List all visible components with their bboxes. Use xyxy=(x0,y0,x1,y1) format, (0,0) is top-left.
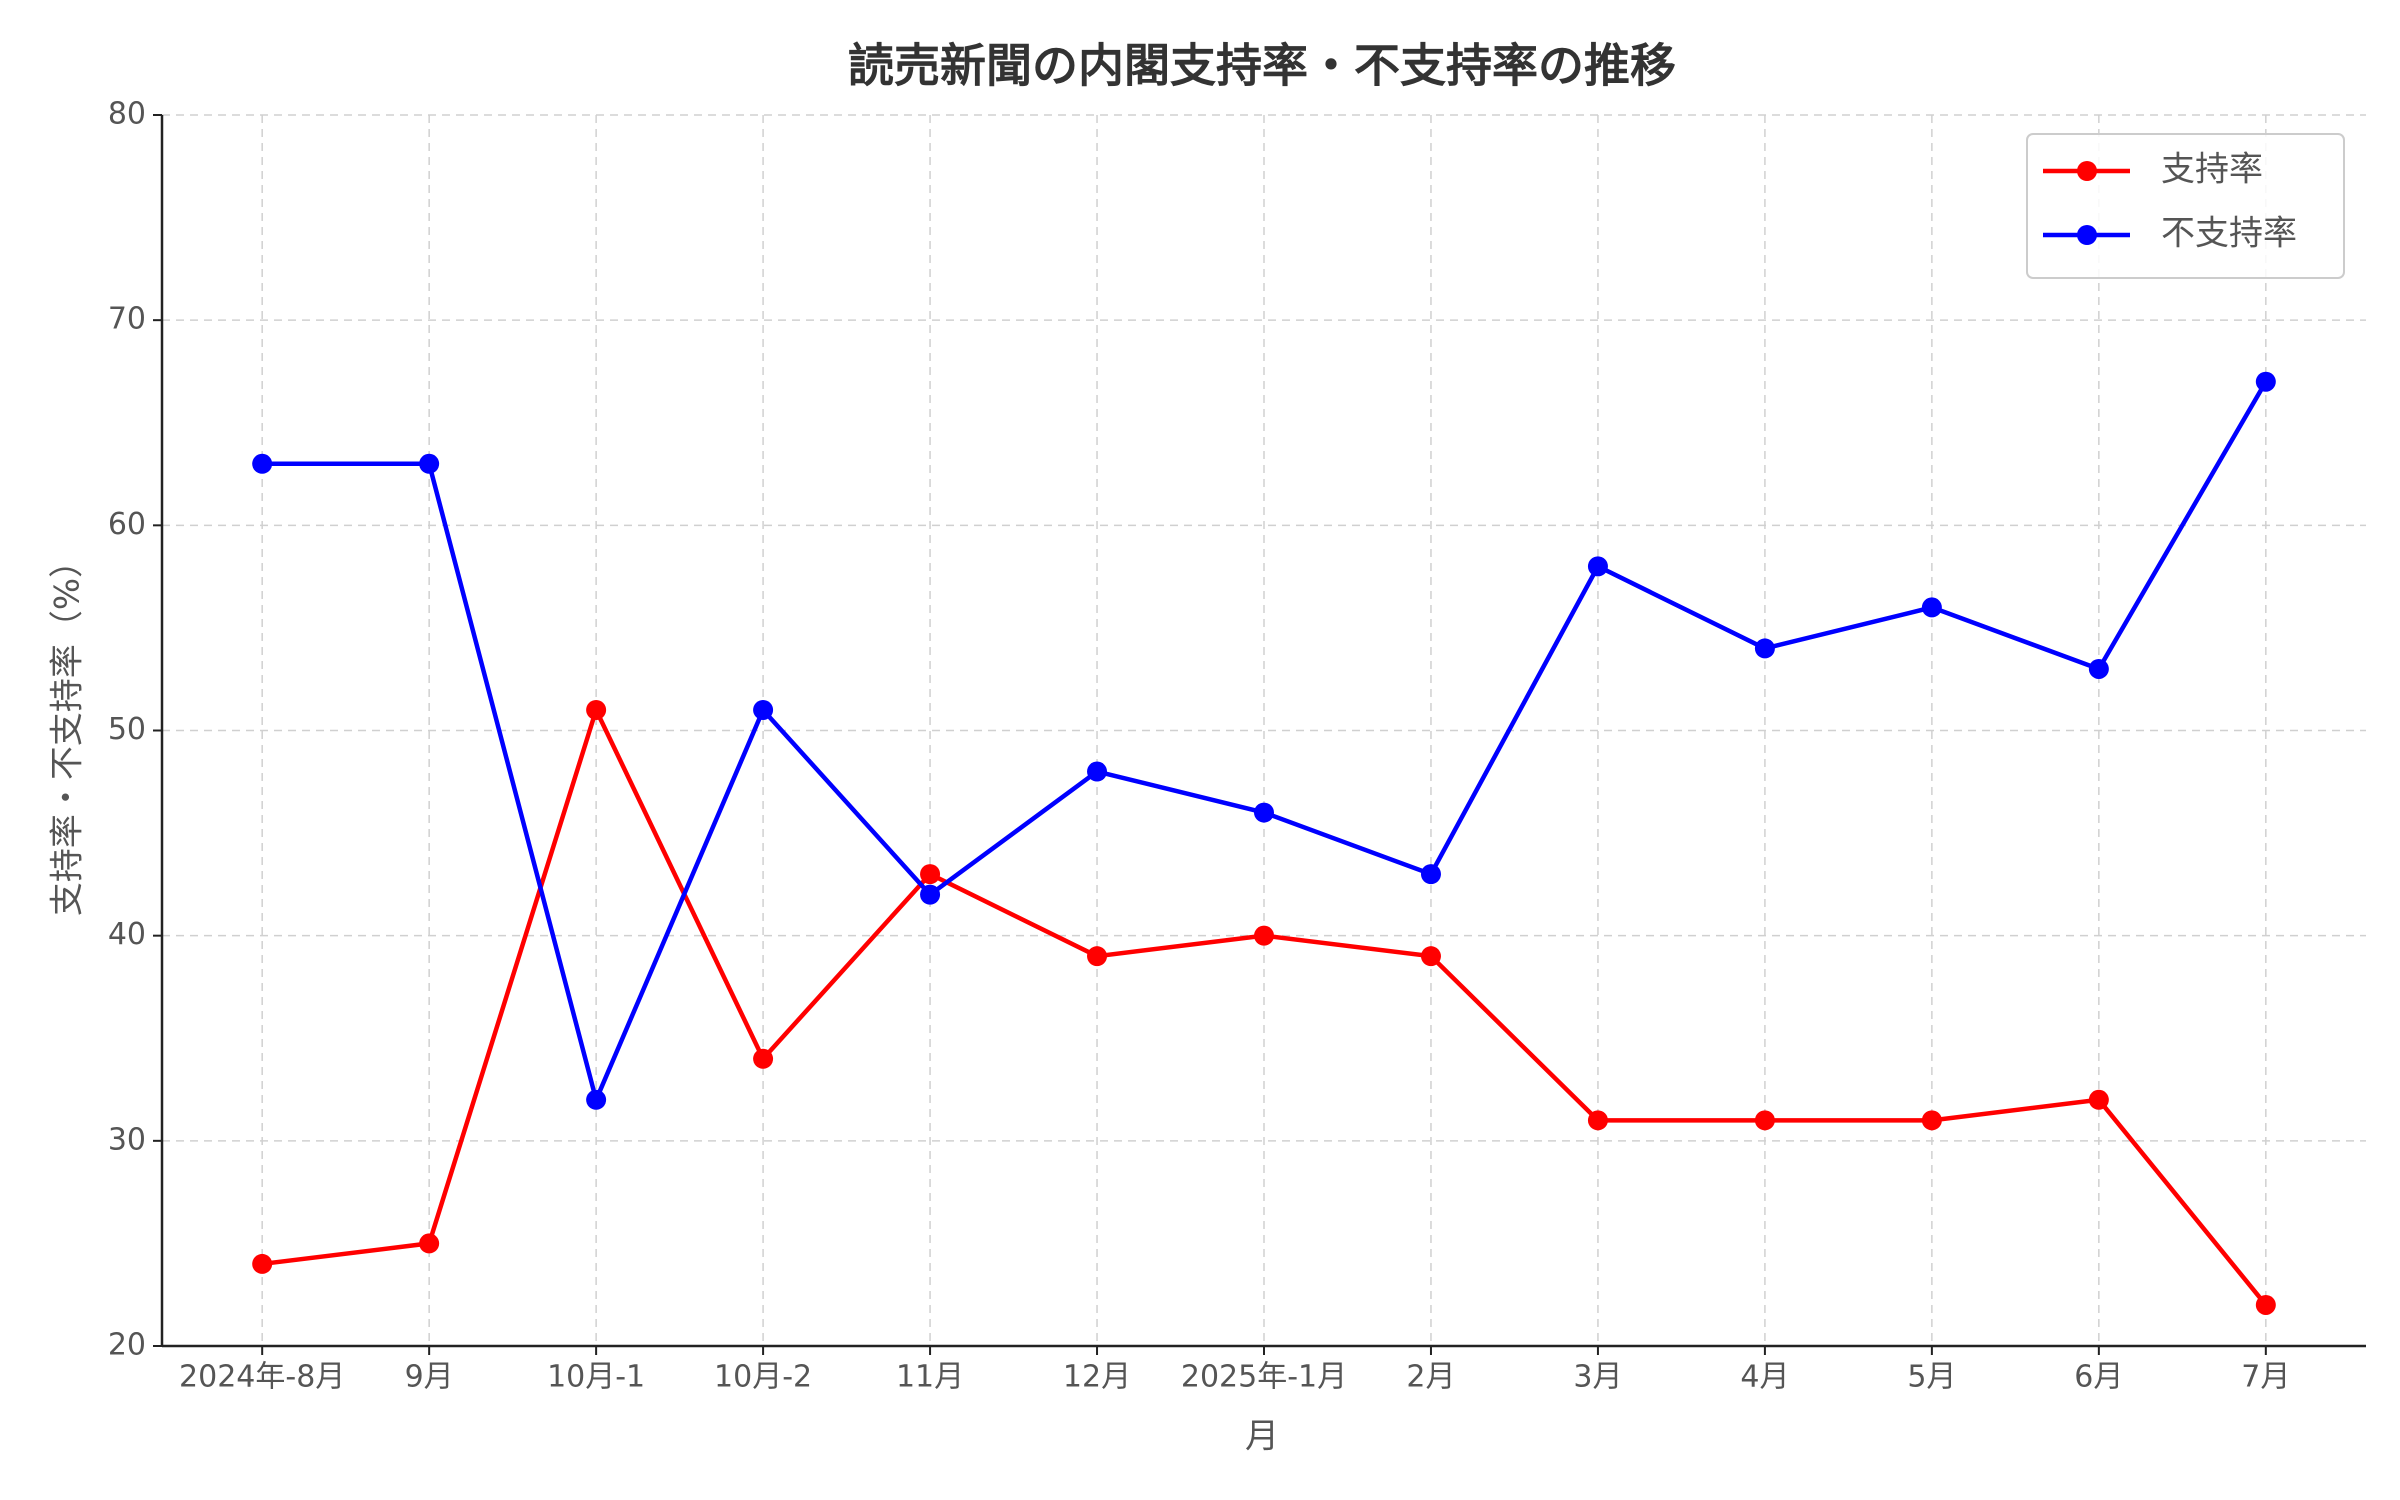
data-point xyxy=(753,1048,774,1069)
y-tick-label: 80 xyxy=(108,97,146,132)
data-point xyxy=(252,453,273,474)
x-tick-label: 10月-1 xyxy=(547,1360,645,1395)
x-tick-label: 2025年-1月 xyxy=(1181,1360,1347,1395)
data-point xyxy=(1921,1110,1942,1131)
y-tick-label: 60 xyxy=(108,507,146,542)
data-point xyxy=(920,884,941,905)
data-point xyxy=(1254,925,1274,946)
legend-label: 支持率 xyxy=(2161,150,2263,190)
series-line xyxy=(261,703,2268,1307)
x-axis-label: 月 xyxy=(1245,1417,1279,1457)
data-point xyxy=(419,1233,440,1254)
data-point xyxy=(1254,802,1274,823)
legend-marker xyxy=(2077,161,2097,181)
data-point xyxy=(586,1089,607,1110)
legend-marker xyxy=(2077,225,2097,245)
data-point xyxy=(1420,864,1441,885)
x-tick-label: 6月 xyxy=(2074,1360,2123,1395)
data-point xyxy=(1087,761,1108,782)
data-point xyxy=(1754,638,1775,659)
data-point xyxy=(2088,1089,2109,1110)
x-tick-label: 10月-2 xyxy=(714,1360,812,1395)
y-axis-label: 支持率・不支持率（%） xyxy=(48,544,88,916)
data-point xyxy=(1087,946,1108,967)
x-tick-label: 3月 xyxy=(1573,1360,1622,1395)
data-point xyxy=(1587,556,1608,577)
series-line xyxy=(262,380,2268,1107)
data-point xyxy=(920,864,941,885)
x-tick-label: 2月 xyxy=(1406,1360,1455,1395)
data-point xyxy=(1921,597,1942,618)
x-tick-label: 12月 xyxy=(1063,1360,1131,1395)
legend-label: 不支持率 xyxy=(2161,214,2297,254)
y-tick-label: 30 xyxy=(108,1122,146,1157)
data-point xyxy=(2255,371,2276,392)
data-point xyxy=(2255,1294,2276,1315)
data-point xyxy=(2088,658,2109,679)
y-tick-label: 20 xyxy=(108,1328,146,1363)
data-point xyxy=(586,699,607,720)
x-tick-label: 5月 xyxy=(1907,1360,1956,1395)
data-point xyxy=(252,1253,273,1274)
data-point xyxy=(1587,1110,1608,1131)
data-point xyxy=(419,453,440,474)
y-tick-label: 50 xyxy=(108,712,146,747)
x-tick-label: 9月 xyxy=(405,1360,454,1395)
x-tick-label: 11月 xyxy=(896,1360,964,1395)
x-tick-label: 7月 xyxy=(2241,1360,2290,1395)
data-point xyxy=(1420,946,1441,967)
x-tick-label: 4月 xyxy=(1740,1360,1789,1395)
y-tick-label: 70 xyxy=(108,302,146,337)
data-point xyxy=(753,699,774,720)
x-tick-label: 2024年-8月 xyxy=(179,1360,345,1395)
chart-title: 読売新聞の内閣支持率・不支持率の推移 xyxy=(848,39,1676,93)
data-point xyxy=(1754,1110,1775,1131)
y-tick-label: 40 xyxy=(108,917,146,952)
